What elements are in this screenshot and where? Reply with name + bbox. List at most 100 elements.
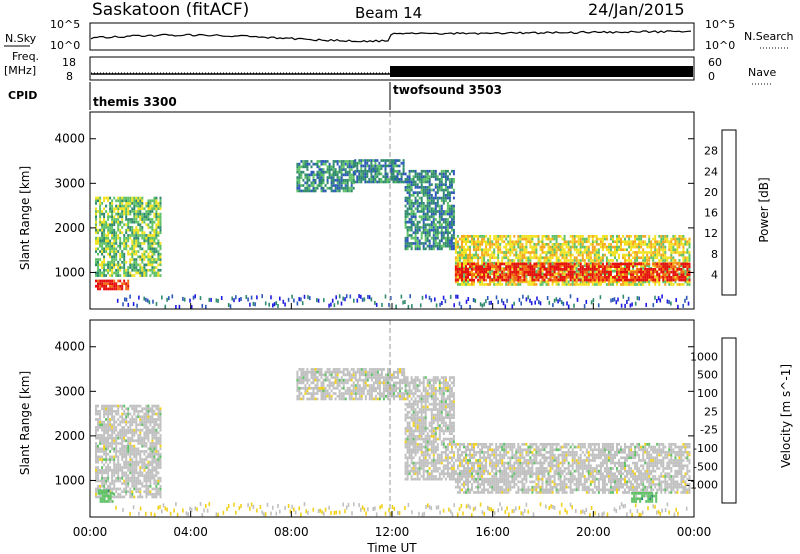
heatmap-cell — [113, 482, 116, 485]
freq-panel-frame — [89, 56, 695, 81]
heatmap-cell — [438, 183, 441, 186]
heatmap-cell — [575, 259, 578, 262]
heatmap-cell — [131, 202, 134, 205]
heatmap-cell — [105, 242, 108, 245]
heatmap-cell — [125, 284, 128, 288]
heatmap-cell — [149, 210, 152, 213]
noise-right-tick-bottom: 10^0 — [705, 39, 735, 52]
heatmap-cell — [97, 434, 99, 437]
heatmap-cell — [585, 283, 588, 286]
heatmap-cell — [620, 283, 622, 286]
heatmap-cell — [640, 283, 643, 286]
heatmap-cell — [97, 239, 99, 243]
heatmap-cell — [332, 176, 335, 179]
heatmap-cell — [442, 188, 445, 192]
heatmap-cell — [444, 244, 447, 248]
heatmap-cell — [131, 266, 134, 269]
heatmap-cell — [664, 251, 667, 254]
heatmap-cell — [573, 278, 576, 282]
heatmap-cell — [125, 423, 128, 427]
heatmap-cell — [686, 275, 689, 278]
heatmap-cell — [117, 412, 120, 416]
heatmap-cell — [302, 189, 305, 193]
heatmap-cell — [113, 468, 116, 472]
heatmap-cell — [97, 460, 99, 464]
heatmap-cell — [666, 272, 669, 276]
heatmap-cell — [515, 268, 518, 271]
heatmap-cell — [428, 242, 431, 245]
heatmap-cell — [668, 240, 671, 244]
heatmap-cell — [603, 268, 606, 271]
heatmap-cell — [648, 283, 651, 286]
heatmap-cell — [638, 256, 641, 260]
heatmap-cell — [533, 268, 536, 271]
heatmap-cell — [537, 273, 540, 276]
heatmap-cell — [454, 245, 457, 249]
heatmap-cell — [477, 280, 480, 284]
heatmap-cell — [521, 248, 524, 252]
heatmap-cell — [117, 471, 120, 475]
heatmap-cell — [141, 444, 144, 448]
heatmap-cell — [607, 248, 610, 252]
heatmap-cell — [630, 253, 633, 257]
heatmap-cell — [664, 269, 667, 273]
heatmap-cell — [414, 244, 417, 248]
heatmap-cell — [477, 265, 480, 268]
heatmap-cell — [111, 418, 114, 421]
heatmap-cell — [143, 436, 146, 440]
heatmap-cell — [444, 236, 447, 240]
heatmap-cell — [573, 275, 576, 278]
heatmap-cell — [95, 404, 97, 408]
heatmap-cell — [372, 169, 375, 173]
heatmap-cell — [105, 279, 108, 283]
heatmap-cell — [123, 490, 126, 493]
heatmap-cell — [648, 237, 651, 241]
heatmap-cell — [444, 212, 447, 216]
heatmap-cell — [601, 256, 604, 260]
heatmap-cell — [113, 463, 116, 467]
heatmap-cell — [414, 231, 417, 235]
heatmap-cell — [402, 161, 405, 165]
heatmap-cell — [591, 259, 594, 262]
heatmap-cell — [581, 277, 584, 281]
heatmap-cell — [497, 269, 500, 273]
heatmap-cell — [366, 164, 369, 168]
heatmap-cell — [436, 196, 439, 200]
heatmap-cell — [563, 262, 566, 266]
heatmap-cell — [131, 431, 134, 435]
heatmap-cell — [139, 242, 142, 245]
heatmap-cell — [658, 273, 661, 276]
heatmap-cell — [117, 223, 120, 227]
heatmap-cell — [296, 168, 299, 171]
heatmap-cell — [511, 270, 514, 274]
heatmap-cell — [123, 447, 126, 451]
heatmap-cell — [368, 167, 371, 170]
heatmap-cell — [553, 272, 556, 276]
heatmap-cell — [137, 439, 140, 443]
heatmap-cell — [595, 235, 598, 238]
heatmap-cell — [583, 259, 586, 262]
heatmap-cell — [428, 180, 431, 184]
heatmap-cell — [585, 268, 588, 271]
heatmap-cell — [151, 220, 154, 224]
heatmap-cell — [139, 226, 142, 229]
heatmap-cell — [452, 244, 455, 248]
heatmap-cell — [493, 235, 496, 238]
heatmap-cell — [676, 273, 679, 276]
heatmap-cell — [523, 276, 526, 279]
heatmap-cell — [450, 191, 453, 194]
heatmap-cell — [569, 278, 572, 282]
heatmap-cell — [151, 204, 154, 208]
heatmap-cell — [229, 304, 232, 309]
heatmap-cell — [139, 223, 142, 227]
heatmap-cell — [569, 245, 572, 249]
heatmap-cell — [648, 240, 651, 244]
heatmap-cell — [467, 280, 469, 284]
heatmap-cell — [164, 304, 167, 309]
heatmap-cell — [612, 251, 614, 254]
heatmap-cell — [485, 261, 488, 265]
heatmap-cell — [491, 265, 494, 268]
heatmap-cell — [475, 268, 478, 271]
heatmap-cell — [456, 262, 459, 266]
heatmap-cell — [656, 265, 659, 268]
